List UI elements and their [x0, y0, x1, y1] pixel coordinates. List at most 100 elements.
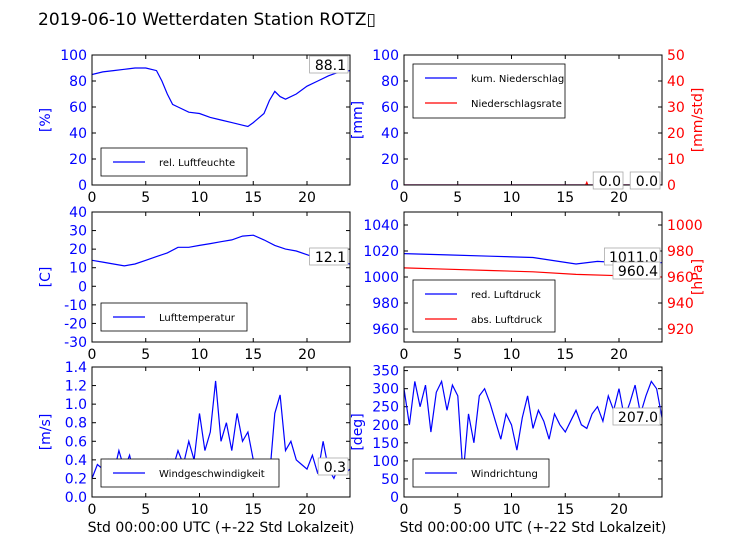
y-tick-label: 40 — [381, 126, 399, 142]
y-tick-label: -10 — [64, 298, 87, 314]
plot-frame — [91, 211, 351, 343]
y-tick-label: 30 — [69, 224, 87, 240]
y-tick-label: -20 — [64, 316, 87, 332]
y-axis-label: [%] — [38, 108, 54, 132]
x-tick-label: 15 — [556, 502, 574, 518]
y-tick-label: 60 — [69, 100, 87, 116]
subplot-1: 0 5 10 15 20 0 20 40 60 80 100 [%] rel. Luftfeuchte 8… — [38, 48, 351, 206]
series-line-1 — [404, 379, 662, 476]
y-tick-label: 350 — [372, 364, 399, 380]
y-tick-label: 0 — [78, 279, 87, 295]
y-tick-label: 10 — [69, 261, 87, 277]
legend-label: rel. Luftfeuchte — [159, 158, 235, 169]
x-tick-label: 15 — [556, 347, 574, 363]
x-tick-label: 5 — [141, 347, 150, 363]
x-tick-label: 10 — [503, 190, 521, 206]
x-axis-label: Std 00:00:00 UTC (+-22 Std Lokalzeit) — [88, 520, 355, 536]
series-line-1 — [92, 234, 350, 267]
x-tick-label: 5 — [453, 347, 462, 363]
y-tick-label: 100 — [372, 48, 399, 64]
value-annotation: 0.0 — [636, 174, 658, 190]
y2-tick-label: 0 — [667, 178, 676, 194]
y-tick-label: 100 — [60, 48, 87, 64]
x-tick-label: 15 — [556, 190, 574, 206]
value-annotation-box — [629, 171, 661, 190]
value-annotation: 207.0 — [618, 410, 658, 426]
legend-label: Lufttemperatur — [159, 313, 236, 324]
y2-tick-label: 10 — [667, 152, 685, 168]
value-annotation: 0.0 — [599, 174, 621, 190]
y-tick-label: 1.0 — [65, 397, 87, 413]
y-tick-label: 50 — [381, 472, 399, 488]
y-tick-label: 980 — [372, 296, 399, 312]
y-tick-label: 0 — [78, 178, 87, 194]
value-annotation-box — [309, 55, 349, 74]
value-annotation: 960.4 — [618, 264, 658, 280]
x-tick-label: 0 — [400, 502, 409, 518]
y-tick-label: 0.8 — [65, 416, 87, 432]
subplot-3: 0 5 10 15 20 -30 -20 -10 0 10 20 30 40 [C] Lufttempera… — [38, 205, 351, 363]
legend-box — [412, 279, 556, 333]
y-tick-label: 20 — [381, 152, 399, 168]
y-tick-label: 60 — [381, 100, 399, 116]
plot-frame — [403, 366, 663, 498]
y-tick-label: 1.2 — [65, 379, 87, 395]
value-annotation-box — [309, 247, 349, 266]
subplot-5: 0 5 10 15 20 0.0 0.2 0.4 0.6 0.8 1.0 1.2 1.4 [m/s] Std… — [38, 360, 354, 536]
y2-tick-label: 40 — [667, 74, 685, 90]
y2-axis-label: [mm/std] — [690, 88, 706, 153]
y-axis-label: [C] — [38, 267, 54, 288]
value-annotation: 88.1 — [315, 58, 346, 74]
y-tick-label: 960 — [372, 322, 399, 338]
x-tick-label: 10 — [191, 190, 209, 206]
page-title: 2019-06-10 Wetterdaten Station ROTZ▯ — [38, 10, 376, 30]
value-annotation-box — [612, 407, 661, 426]
y-tick-label: 200 — [372, 418, 399, 434]
plot-frame — [403, 54, 663, 186]
x-tick-label: 5 — [141, 190, 150, 206]
x-tick-label: 20 — [298, 347, 316, 363]
x-tick-label: 10 — [191, 347, 209, 363]
x-tick-label: 20 — [298, 502, 316, 518]
y-tick-label: 0 — [390, 178, 399, 194]
y-tick-label: 1020 — [363, 244, 399, 260]
y-tick-label: 1.4 — [65, 360, 87, 376]
legend-label: Windgeschwindigkeit — [159, 469, 265, 480]
y-tick-label: -30 — [64, 335, 87, 351]
subplot-2: 0 5 10 15 20 0 20 40 60 80 100 0 10 20 30 40 50 [mm] [mm/s… — [350, 48, 706, 206]
legend-label: red. Luftdruck — [471, 290, 541, 301]
x-tick-label: 5 — [453, 502, 462, 518]
y2-tick-label: 50 — [667, 48, 685, 64]
x-tick-label: 15 — [244, 502, 262, 518]
y-tick-label: 40 — [69, 126, 87, 142]
y2-tick-label: 960 — [667, 270, 694, 286]
legend-label: kum. Niederschlag — [471, 74, 564, 85]
y-tick-label: 40 — [69, 205, 87, 221]
legend-label: Windrichtung — [471, 469, 538, 480]
y-tick-label: 80 — [69, 74, 87, 90]
x-tick-label: 0 — [88, 347, 97, 363]
x-tick-label: 20 — [610, 502, 628, 518]
x-tick-label: 20 — [298, 190, 316, 206]
y-tick-label: 0.4 — [65, 453, 87, 469]
x-tick-label: 10 — [191, 502, 209, 518]
y-tick-label: 250 — [372, 400, 399, 416]
y-axis-label: [deg] — [350, 413, 366, 450]
legend-label: Niederschlagsrate — [471, 99, 562, 110]
y2-tick-label: 30 — [667, 100, 685, 116]
plot-frame — [91, 54, 351, 186]
subplot-4: 0 5 10 15 20 960 980 1000 1020 1040 920 940 960 980 10… — [363, 211, 706, 363]
legend-box — [412, 63, 566, 119]
y-axis-label: [mm] — [350, 101, 366, 139]
y-tick-label: 1000 — [363, 270, 399, 286]
y-tick-label: 20 — [69, 242, 87, 258]
series-line-2 — [404, 180, 662, 185]
y2-tick-label: 940 — [667, 296, 694, 312]
x-tick-label: 0 — [88, 190, 97, 206]
y-tick-label: 100 — [372, 454, 399, 470]
y2-tick-label: 920 — [667, 322, 694, 338]
x-tick-label: 15 — [244, 190, 262, 206]
y-axis-label: [m/s] — [38, 414, 54, 451]
